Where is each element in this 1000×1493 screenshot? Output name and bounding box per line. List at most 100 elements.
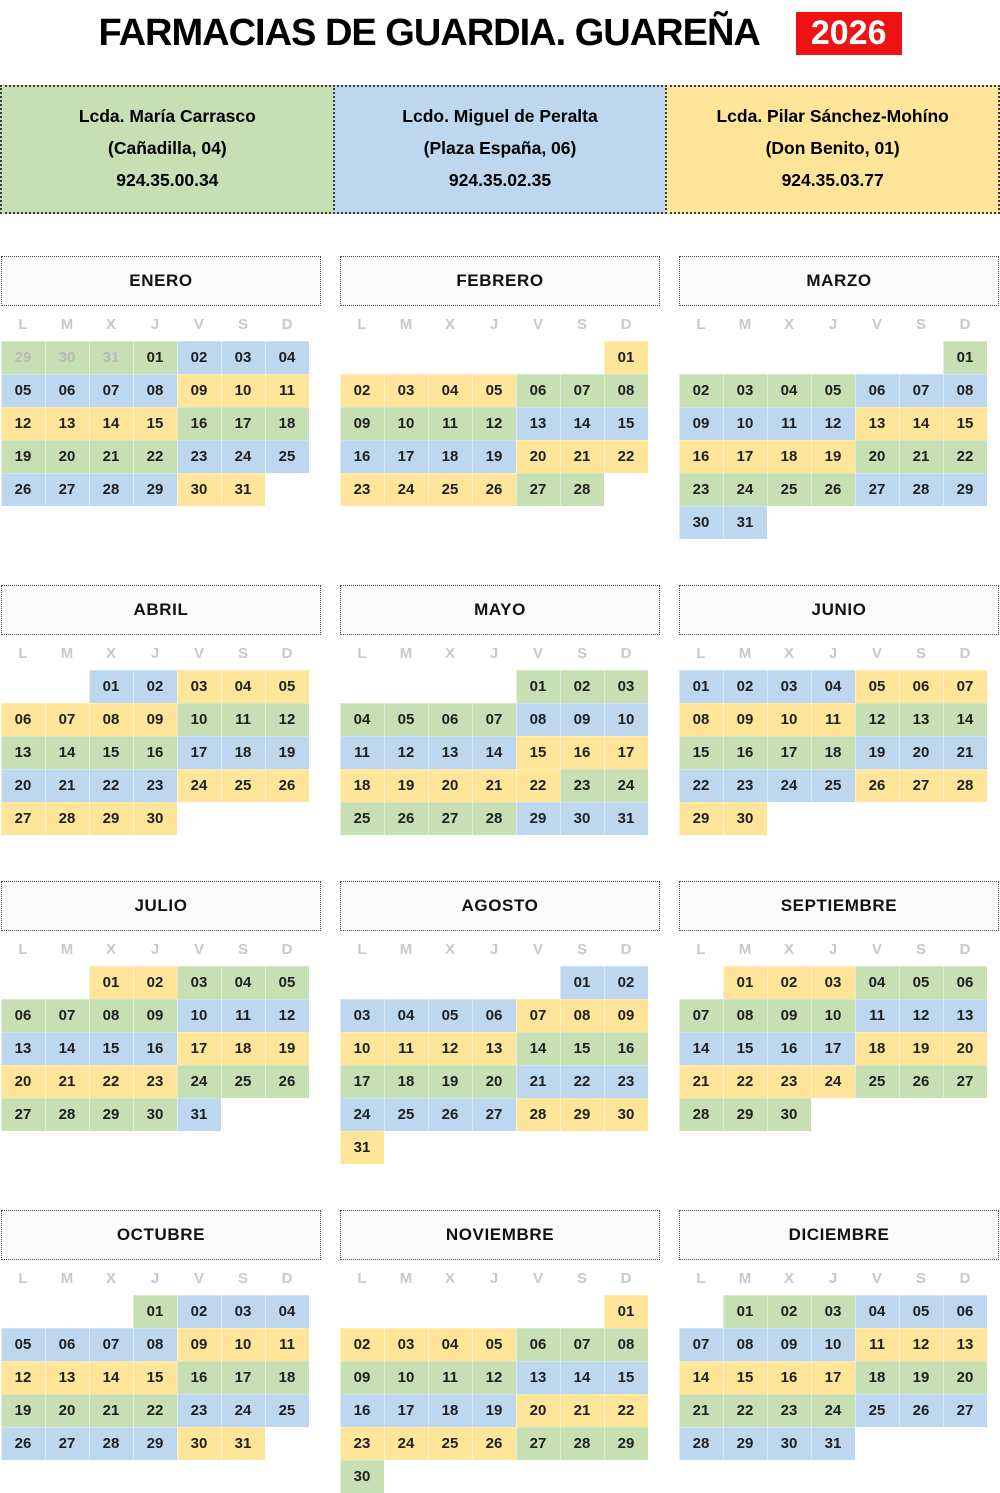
day-cell: 27 <box>943 1065 987 1098</box>
day-cell: 15 <box>560 1032 604 1065</box>
day-cell: 28 <box>45 1098 89 1131</box>
day-cell: 29 <box>679 802 723 835</box>
day-cell-empty <box>1 966 45 999</box>
day-cell: 28 <box>472 802 516 835</box>
day-cell: 04 <box>265 341 309 374</box>
day-cell: 24 <box>811 1394 855 1427</box>
day-cell: 02 <box>177 1295 221 1328</box>
day-cell: 19 <box>472 440 516 473</box>
day-cell-prev-month: 30 <box>45 341 89 374</box>
month-title: MARZO <box>679 256 999 306</box>
day-cell: 14 <box>899 407 943 440</box>
day-cell: 12 <box>1 1361 45 1394</box>
day-cell: 04 <box>384 999 428 1032</box>
day-cell: 17 <box>604 736 648 769</box>
weekday-letter: L <box>18 941 28 958</box>
day-cell: 08 <box>89 703 133 736</box>
day-cell: 11 <box>221 999 265 1032</box>
day-cell: 22 <box>723 1394 767 1427</box>
day-cell: 07 <box>89 1328 133 1361</box>
day-cell: 31 <box>177 1098 221 1131</box>
day-cell: 06 <box>45 374 89 407</box>
day-cell: 23 <box>177 440 221 473</box>
weekday-letter: X <box>105 941 116 958</box>
month-days: 01 02 03 04 05 06 07 08 09 10 11 12 13 14 15 16 17 18 19 20… <box>679 341 999 539</box>
weekday-letter: S <box>237 1270 248 1287</box>
weekday-letter: L <box>357 1270 367 1287</box>
weekday-letter: S <box>576 645 587 662</box>
day-cell: 06 <box>1 703 45 736</box>
day-cell: 23 <box>679 473 723 506</box>
day-cell: 29 <box>133 1427 177 1460</box>
day-cell-empty <box>472 966 516 999</box>
day-cell-empty <box>679 1295 723 1328</box>
day-cell: 03 <box>604 670 648 703</box>
weekday-letter: S <box>915 941 926 958</box>
weekday-letter: J <box>828 645 838 662</box>
day-cell: 11 <box>855 999 899 1032</box>
day-cell: 20 <box>943 1032 987 1065</box>
day-cell: 21 <box>472 769 516 802</box>
day-cell: 02 <box>133 670 177 703</box>
day-cell: 23 <box>604 1065 648 1098</box>
day-cell: 16 <box>133 1032 177 1065</box>
day-cell: 11 <box>221 703 265 736</box>
day-cell: 29 <box>723 1427 767 1460</box>
day-cell: 01 <box>89 670 133 703</box>
day-cell: 30 <box>767 1427 811 1460</box>
day-cell: 14 <box>472 736 516 769</box>
weekday-letter: D <box>959 316 971 333</box>
weekday-letter: M <box>60 316 74 333</box>
day-cell: 03 <box>221 1295 265 1328</box>
day-cell: 11 <box>384 1032 428 1065</box>
weekday-letter: M <box>60 645 74 662</box>
weekday-letter: D <box>959 1270 971 1287</box>
day-cell-empty <box>45 670 89 703</box>
day-cell: 11 <box>855 1328 899 1361</box>
day-cell: 18 <box>428 1394 472 1427</box>
weekday-letter: S <box>237 941 248 958</box>
day-cell: 10 <box>221 1328 265 1361</box>
month-days: 01 02 03 04 05 06 07 08 09 10 11 12 13 14 15 16 17 18 19 20… <box>1 966 321 1131</box>
day-cell: 25 <box>811 769 855 802</box>
day-cell: 03 <box>340 999 384 1032</box>
day-cell: 03 <box>177 966 221 999</box>
month-title: OCTUBRE <box>1 1210 321 1260</box>
day-cell: 09 <box>177 1328 221 1361</box>
day-cell: 10 <box>604 703 648 736</box>
weekday-letter: D <box>281 941 293 958</box>
day-cell: 14 <box>89 407 133 440</box>
day-cell: 13 <box>472 1032 516 1065</box>
day-cell: 01 <box>604 341 648 374</box>
day-cell-empty <box>428 341 472 374</box>
day-cell: 08 <box>133 1328 177 1361</box>
day-cell: 21 <box>560 1394 604 1427</box>
weekday-letter: J <box>828 941 838 958</box>
month-title: DICIEMBRE <box>679 1210 999 1260</box>
day-cell: 20 <box>45 1394 89 1427</box>
pharmacy-card: Lcda. Pilar Sánchez-Mohíno (Don Benito, 0… <box>665 85 1000 214</box>
weekday-letter: S <box>576 316 587 333</box>
day-cell: 28 <box>45 802 89 835</box>
day-cell: 18 <box>428 440 472 473</box>
day-cell: 13 <box>428 736 472 769</box>
day-cell: 15 <box>133 407 177 440</box>
weekday-letter: V <box>193 645 204 662</box>
day-cell: 23 <box>767 1394 811 1427</box>
day-cell: 30 <box>767 1098 811 1131</box>
weekday-letter: L <box>18 645 28 662</box>
day-cell-prev-month: 31 <box>89 341 133 374</box>
weekday-letter: L <box>696 316 706 333</box>
day-cell: 24 <box>221 1394 265 1427</box>
day-cell: 14 <box>560 407 604 440</box>
day-cell-prev-month: 29 <box>1 341 45 374</box>
day-cell: 30 <box>723 802 767 835</box>
weekday-letter: X <box>783 645 794 662</box>
weekday-letter: V <box>871 316 882 333</box>
day-cell-empty <box>384 1295 428 1328</box>
weekday-letter: X <box>105 316 116 333</box>
day-cell: 09 <box>340 1361 384 1394</box>
month-title: MAYO <box>340 585 660 635</box>
